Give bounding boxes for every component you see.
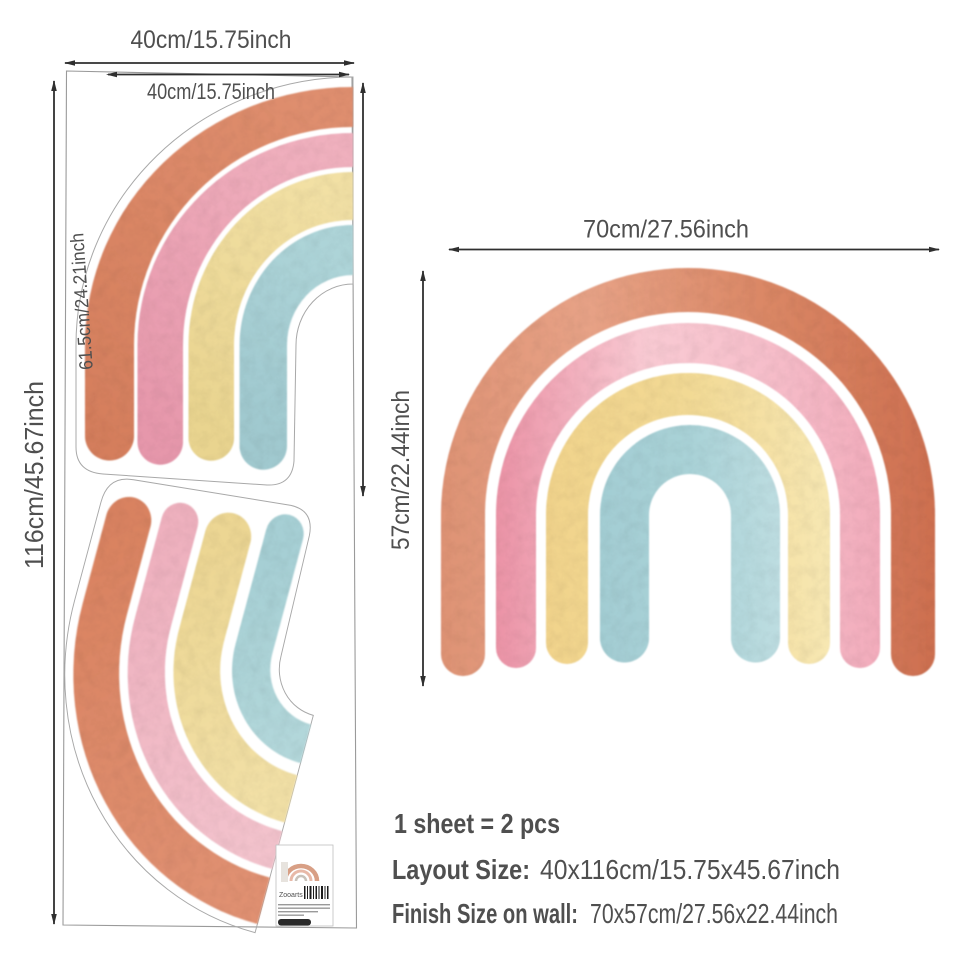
svg-text:57cm/22.44inch: 57cm/22.44inch	[387, 390, 415, 550]
svg-text:Zooarts: Zooarts	[279, 892, 303, 899]
svg-text:Finish Size on wall:: Finish Size on wall:	[392, 898, 578, 929]
svg-text:70x57cm/27.56x22.44inch: 70x57cm/27.56x22.44inch	[590, 898, 838, 929]
svg-text:70cm/27.56inch: 70cm/27.56inch	[583, 216, 749, 244]
svg-text:1 sheet = 2 pcs: 1 sheet = 2 pcs	[394, 808, 560, 839]
svg-text:40cm/15.75inch: 40cm/15.75inch	[131, 26, 292, 54]
svg-text:116cm/45.67inch: 116cm/45.67inch	[19, 381, 49, 569]
svg-text:40cm/15.75inch: 40cm/15.75inch	[147, 79, 275, 104]
svg-text:40x116cm/15.75x45.67inch: 40x116cm/15.75x45.67inch	[540, 854, 840, 885]
svg-text:Layout Size:: Layout Size:	[392, 854, 530, 885]
